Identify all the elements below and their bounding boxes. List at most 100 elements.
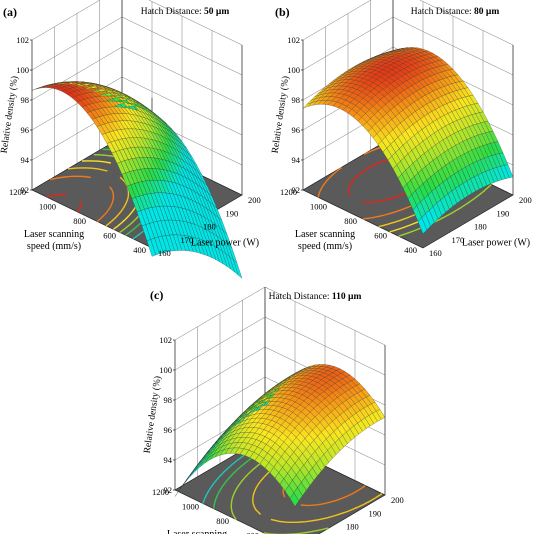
z-tick-label: 102 <box>287 35 300 45</box>
contour-line-98.4 <box>300 484 366 507</box>
z-tick-label: 100 <box>159 365 172 375</box>
surface-panel-2: 92 94 96 98 100 102 400 600 800 1000 1200 160 170 180… <box>270 0 532 258</box>
x-tick-label: 190 <box>226 208 239 218</box>
z-tick-label: 98 <box>164 395 173 405</box>
surface-patch <box>174 483 184 497</box>
z-tick-labels: 92 94 96 98 100 102 <box>159 335 175 495</box>
z-gridline <box>174 316 386 376</box>
y-axis-label: Laser scanning <box>167 529 227 534</box>
y-tick-label: 1000 <box>39 202 56 212</box>
z-tick-label: 92 <box>164 485 173 495</box>
x-tick-labels: 160 170 180 190 200 <box>158 195 261 258</box>
y-tick-label: 400 <box>404 245 417 255</box>
z-tick-label: 92 <box>21 185 30 195</box>
y-tick-labels: 400 600 800 1000 1200 <box>280 187 417 255</box>
contour-line-97.6 <box>105 176 130 227</box>
z-tick-label: 102 <box>16 35 29 45</box>
contour-line-95.8 <box>398 183 492 237</box>
x-tick-label: 200 <box>519 195 532 205</box>
y-tick-label: 600 <box>246 531 259 534</box>
y-tick-label: 800 <box>73 216 86 226</box>
panel-label: (b) <box>275 5 290 19</box>
contour-line-97.4 <box>270 493 383 523</box>
x-tick-label: 180 <box>203 222 216 232</box>
y-tick-label: 600 <box>103 231 116 241</box>
x-tick-label: 200 <box>248 195 261 205</box>
surface-patch <box>289 492 299 507</box>
x-axis-label: Laser power (W) <box>191 238 259 249</box>
y-tick-label: 1200 <box>280 187 297 197</box>
surface-mesh <box>31 81 243 279</box>
z-tick-label: 94 <box>164 455 173 465</box>
y-axis-label: speed (mm/s) <box>298 241 352 252</box>
contour-line-96.9 <box>81 160 112 164</box>
x-tick-label: 190 <box>497 208 510 218</box>
y-axis-label: Laser scanning <box>24 229 84 240</box>
x-tick-labels: 160 170 180 190 200 <box>429 195 532 258</box>
z-gridline <box>31 0 243 46</box>
contour-line-96.4 <box>263 527 329 534</box>
z-tick-label: 96 <box>292 125 301 135</box>
contour-line-98.3 <box>50 175 91 181</box>
z-tick-labels: 92 94 96 98 100 102 <box>287 35 303 195</box>
z-axis-label: Relative density (%) <box>142 375 164 454</box>
x-tick-label: 170 <box>452 235 465 245</box>
y-tick-label: 600 <box>374 231 387 241</box>
surface-mesh <box>302 47 514 235</box>
y-tick-label: 1200 <box>152 487 169 497</box>
z-tick-label: 96 <box>21 125 30 135</box>
z-tick-label: 94 <box>292 155 301 165</box>
y-tick-label: 1000 <box>182 502 199 512</box>
x-tick-label: 200 <box>391 495 404 505</box>
surface-patch <box>417 217 427 235</box>
surface-patch <box>233 259 243 279</box>
z-gridline <box>31 16 243 76</box>
contour-line-97.6 <box>67 167 108 172</box>
y-tick-labels: 400 600 800 1000 1200 <box>9 187 146 255</box>
panel-title: Hatch Distance: 80 µm <box>411 7 500 17</box>
z-tick-label: 102 <box>159 335 172 345</box>
contour-line-98.2 <box>317 167 342 198</box>
y-tick-label: 800 <box>216 516 229 526</box>
z-tick-label: 100 <box>16 65 29 75</box>
y-tick-label: 800 <box>344 216 357 226</box>
y-tick-label: 1200 <box>9 187 26 197</box>
z-tick-label: 98 <box>292 95 301 105</box>
x-tick-label: 170 <box>181 235 194 245</box>
x-tick-label: 160 <box>429 248 442 258</box>
surface-mesh <box>174 364 386 507</box>
panel-title: Hatch Distance: 50 µm <box>141 7 230 17</box>
surface-patch <box>146 239 156 257</box>
z-tick-label: 100 <box>287 65 300 75</box>
y-tick-label: 400 <box>133 245 146 255</box>
x-tick-label: 180 <box>346 522 359 532</box>
z-tick-label: 94 <box>21 155 30 165</box>
z-gridline <box>31 46 243 106</box>
y-axis-label: speed (mm/s) <box>27 241 81 252</box>
z-tick-label: 96 <box>164 425 173 435</box>
z-tick-label: 92 <box>292 185 301 195</box>
surface-patch <box>302 102 312 109</box>
x-tick-label: 190 <box>369 508 382 518</box>
panel-label: (c) <box>150 288 163 302</box>
surface-patch <box>31 87 41 91</box>
x-tick-label: 180 <box>474 222 487 232</box>
x-axis-label: Laser power (W) <box>462 238 530 249</box>
surface-panel-3: 9294969810010240060080010001200160170180… <box>142 286 404 534</box>
z-tick-labels: 92 94 96 98 100 102 <box>16 35 32 195</box>
z-gridline <box>302 0 514 46</box>
z-axis-label: Relative density (%) <box>270 75 292 154</box>
z-tick-label: 98 <box>21 95 30 105</box>
contour-line-99.3 <box>46 193 67 198</box>
panel-title: Hatch Distance: 110 µm <box>269 292 362 302</box>
z-axis-label: Relative density (%) <box>0 75 20 154</box>
panel-label: (a) <box>3 5 17 19</box>
contour-line-98.3 <box>96 186 115 223</box>
y-tick-label: 1000 <box>310 202 327 212</box>
surface-panel-1: 92 94 96 98 100 102 400 600 800 1000 1200 160 170 180… <box>0 0 261 279</box>
contour-line-99.3 <box>76 201 82 213</box>
x-tick-label: 160 <box>158 248 171 258</box>
